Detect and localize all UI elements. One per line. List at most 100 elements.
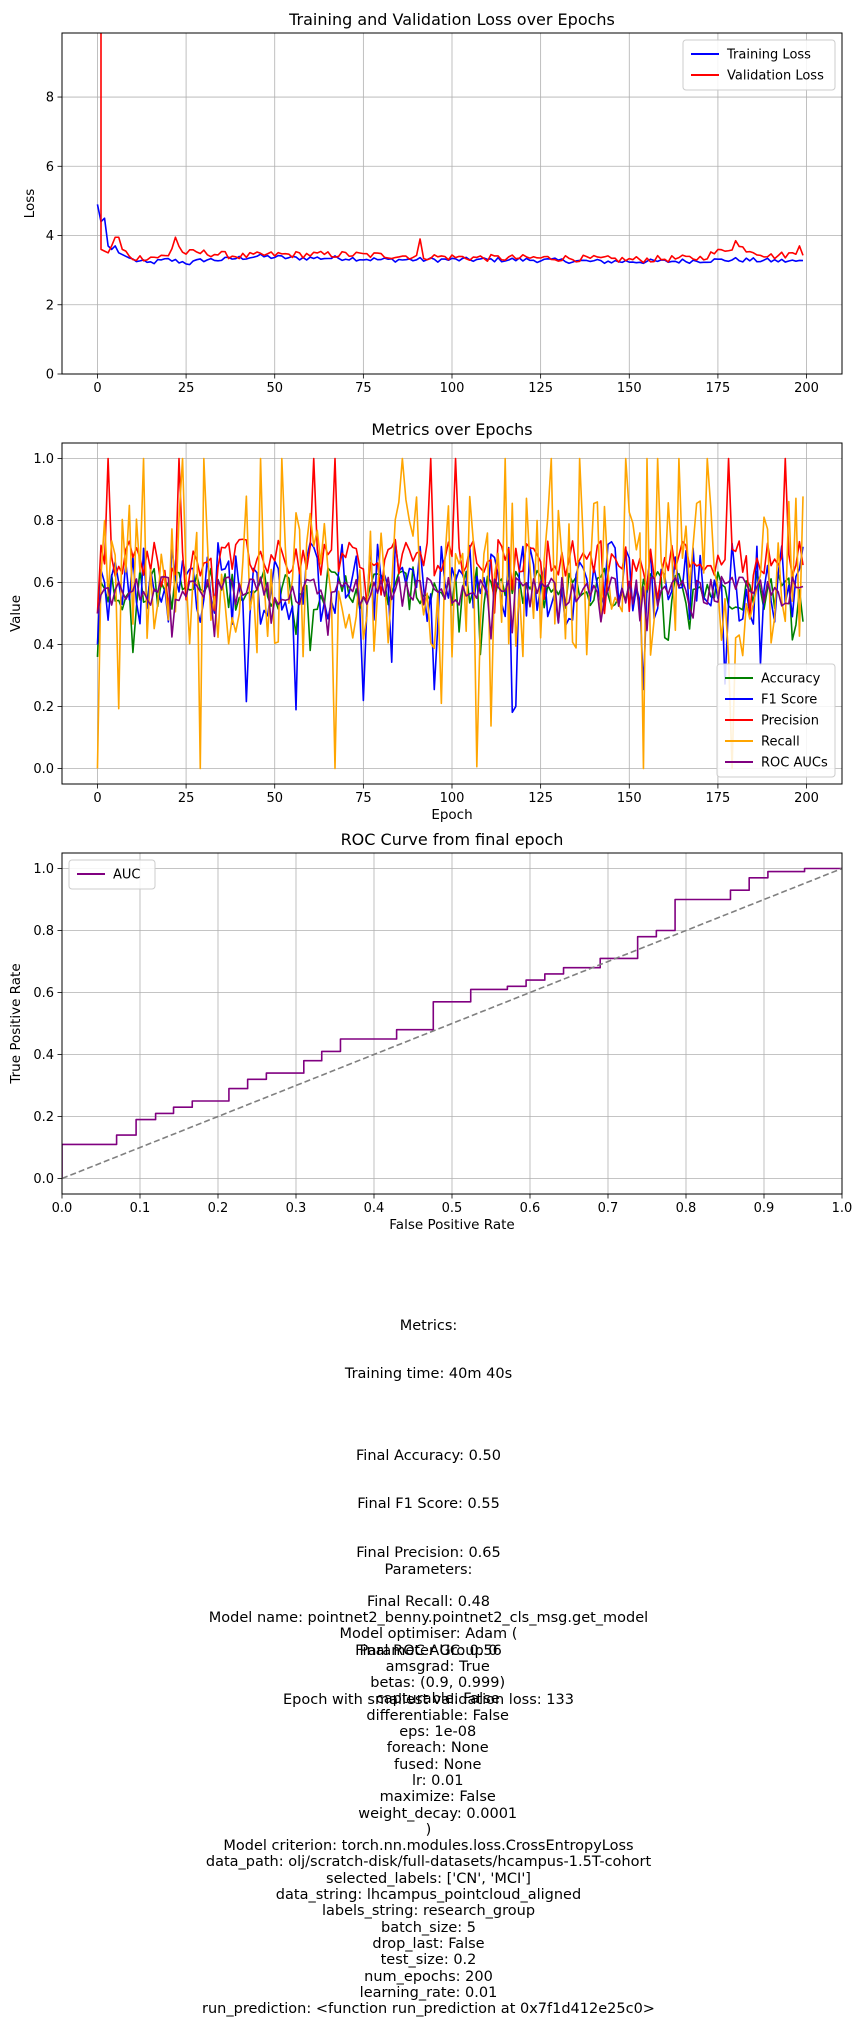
- series-line-training-loss: [96, 204, 804, 266]
- parameter-line: eps: 1e-08: [380, 1724, 477, 1741]
- y-tick-label: 6: [46, 160, 54, 175]
- x-tick-label: 0.3: [286, 1201, 307, 1216]
- y-tick-label: 0.2: [33, 1110, 54, 1125]
- axes-frame: [61, 32, 843, 375]
- parameter-line: data_string: lhcampus_pointcloud_aligned: [275, 1887, 582, 1904]
- x-tick-label: 0.0: [52, 1201, 73, 1216]
- series-group: [96, 457, 804, 770]
- parameter-line: amsgrad: True: [367, 1658, 490, 1675]
- parameter-line: labels_string: research_group: [321, 1903, 536, 1920]
- legend: Training Loss Validation Loss: [682, 39, 836, 91]
- x-tick-label: 200: [794, 381, 819, 396]
- chart-panel-2: 0.0 0.1 0.2 0.3 0.4 0.5 0.6 0.7 0.8 0.9 1.0 0.0 0.2 0…: [8, 830, 852, 1233]
- x-tick-label: 0.7: [598, 1201, 619, 1216]
- parameter-line: data_path: olj/scratch-disk/full-dataset…: [205, 1854, 652, 1871]
- legend-box: [716, 663, 836, 778]
- x-tick-label: 0.4: [364, 1201, 385, 1216]
- y-tick-label: 0: [46, 368, 54, 383]
- parameter-line: test_size: 0.2: [380, 1952, 477, 1969]
- series-line-roc-aucs: [96, 575, 804, 640]
- x-tick-label: 75: [355, 381, 372, 396]
- parameter-line: selected_labels: ['CN', 'MCI']: [326, 1870, 531, 1887]
- parameter-line: foreach: None: [368, 1740, 489, 1757]
- y-tick-label: 4: [46, 229, 54, 244]
- y-axis-label: True Positive Rate: [8, 963, 24, 1084]
- series-line-recall: [96, 457, 804, 770]
- parameter-line: num_epochs: 200: [364, 1968, 493, 1985]
- legend: Accuracy F1 Score Precision Recall ROC AUCs: [716, 663, 836, 778]
- x-tick-label: 0.2: [208, 1201, 229, 1216]
- x-tick-label: 175: [705, 381, 730, 396]
- y-tick-label: 0.6: [33, 986, 54, 1001]
- y-axis-label: Loss: [22, 189, 38, 219]
- x-axis-label: False Positive Rate: [389, 1217, 514, 1233]
- parameter-line: Model name: pointnet2_benny.pointnet2_cl…: [208, 1610, 649, 1626]
- x-tick-label: 200: [794, 791, 819, 806]
- parameter-line: ): [425, 1821, 432, 1838]
- parameter-line: learning_rate: 0.01: [359, 1984, 498, 2001]
- charts-figure: 0 25 50 75 100 125 150 175 200 0 2 4 6 8 Training and …: [8, 10, 852, 1233]
- final-f1-score: Final F1 Score: 0.55: [357, 1496, 500, 1513]
- x-tick-label: 75: [355, 791, 372, 806]
- x-tick-label: 125: [528, 791, 553, 806]
- axes-frame: [61, 852, 843, 1195]
- y-tick-label: 1.0: [33, 862, 54, 877]
- parameter-line: Model optimiser: Adam (: [339, 1626, 518, 1643]
- x-tick-label: 150: [617, 381, 642, 396]
- parameter-line: fused: None: [375, 1756, 482, 1773]
- chart-panel-1: 0 25 50 75 100 125 150 175 200 0.0 0.2 0.4 0.6 0.8 1.0…: [8, 420, 843, 823]
- legend-label: F1 Score: [761, 693, 817, 708]
- legend-box: [68, 859, 156, 890]
- chart-panel-0: 0 25 50 75 100 125 150 175 200 0 2 4 6 8 Training and …: [22, 10, 843, 396]
- x-tick-label: 0.6: [520, 1201, 541, 1216]
- y-tick-label: 0.0: [33, 1172, 54, 1187]
- y-tick-label: 0.8: [33, 924, 54, 939]
- x-tick-label: 0: [93, 381, 101, 396]
- legend-box: [682, 39, 836, 91]
- series-line-auc: [62, 867, 842, 1179]
- legend-label: Validation Loss: [727, 69, 824, 84]
- y-axis-label: Value: [8, 595, 24, 632]
- parameter-line: Parameter Group 0: [359, 1642, 498, 1659]
- x-axis-label: Epoch: [431, 807, 472, 823]
- series-group: [96, 33, 804, 266]
- y-tick-label: 0.4: [33, 1048, 54, 1063]
- y-tick-label: 8: [46, 91, 54, 106]
- x-tick-label: 100: [440, 381, 465, 396]
- x-tick-label: 1.0: [832, 1201, 853, 1216]
- legend-label: Accuracy: [761, 672, 821, 687]
- y-tick-label: 0.8: [33, 514, 54, 529]
- chart-title: Metrics over Epochs: [371, 420, 532, 439]
- series-line-validation-loss: [100, 33, 804, 264]
- chart-title: Training and Validation Loss over Epochs: [288, 10, 615, 29]
- final-metrics-block: Final Accuracy: 0.50 Final F1 Score: 0.5…: [0, 1415, 857, 1725]
- parameter-line: lr: 0.01: [393, 1772, 464, 1789]
- x-tick-label: 25: [178, 791, 195, 806]
- x-tick-label: 0.8: [676, 1201, 697, 1216]
- training-time: Training time: 40m 40s: [344, 1366, 513, 1382]
- x-tick-label: 25: [178, 381, 195, 396]
- x-tick-label: 50: [266, 381, 283, 396]
- final-precision: Final Precision: 0.65: [356, 1545, 501, 1562]
- x-tick-label: 125: [528, 381, 553, 396]
- x-tick-label: 0.9: [754, 1201, 775, 1216]
- legend-label: Precision: [761, 714, 819, 729]
- final-accuracy: Final Accuracy: 0.50: [356, 1447, 501, 1464]
- parameter-line: batch_size: 5: [380, 1919, 477, 1936]
- axes-frame: [61, 442, 843, 785]
- y-tick-label: 0.2: [33, 700, 54, 715]
- y-tick-label: 1.0: [33, 452, 54, 467]
- parameters-heading: Parameters:: [384, 1562, 473, 1578]
- parameter-line: maximize: False: [361, 1789, 496, 1806]
- parameter-line: betas: (0.9, 0.999): [351, 1675, 506, 1692]
- x-tick-label: 150: [617, 791, 642, 806]
- x-tick-label: 0: [93, 791, 101, 806]
- x-tick-label: 0.1: [130, 1201, 151, 1216]
- y-tick-label: 0.4: [33, 638, 54, 653]
- legend-label: Recall: [761, 735, 800, 750]
- final-recall: Final Recall: 0.48: [366, 1594, 491, 1611]
- legend-label: AUC: [113, 868, 141, 883]
- parameter-line: drop_last: False: [372, 1935, 485, 1952]
- parameter-line: differentiable: False: [348, 1707, 509, 1724]
- legend-label: ROC AUCs: [761, 756, 828, 771]
